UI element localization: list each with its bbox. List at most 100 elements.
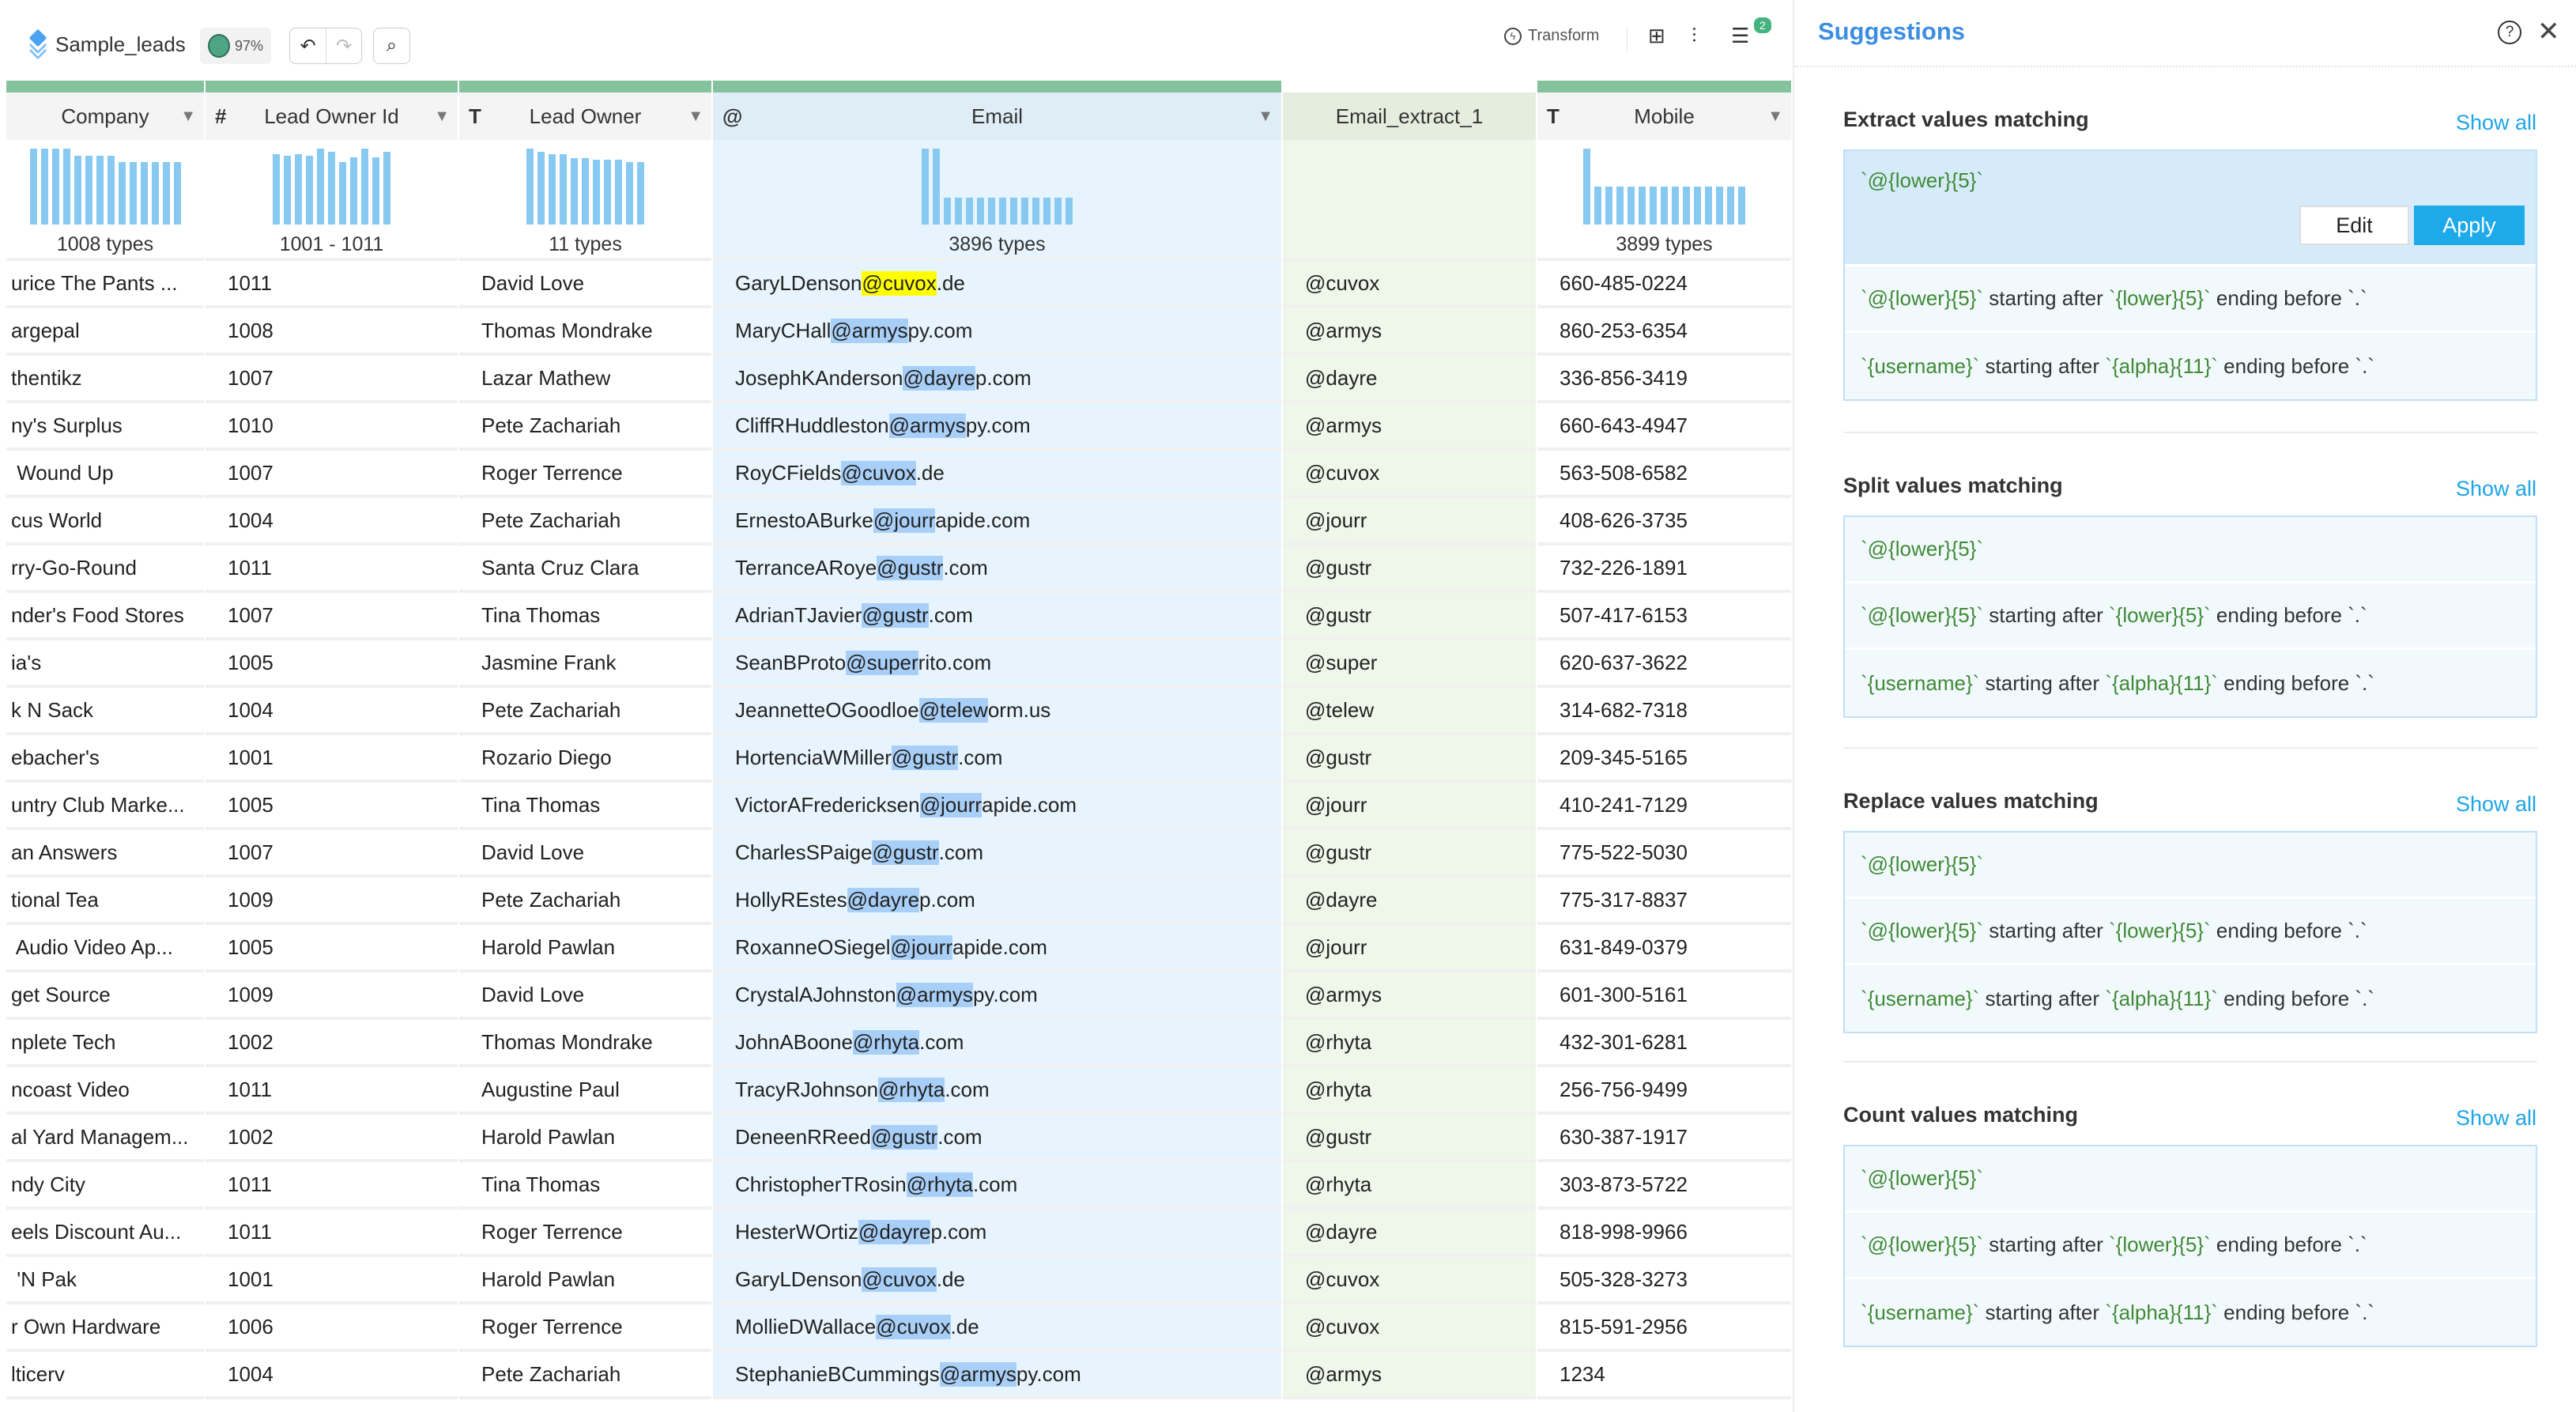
table-cell[interactable]: Tina Thomas [459, 783, 711, 830]
table-cell[interactable]: 256-756-9499 [1537, 1067, 1791, 1115]
suggestion-item[interactable]: `{username}` starting after `{alpha}{11}… [1845, 965, 2536, 1032]
table-cell[interactable]: Thomas Mondrake [459, 1020, 711, 1067]
table-cell[interactable]: 1007 [206, 593, 458, 640]
table-cell[interactable]: 1001 [206, 1257, 458, 1304]
table-cell[interactable]: urice The Pants ... [6, 261, 204, 308]
column-header[interactable]: Email_extract_1 [1283, 92, 1536, 140]
table-cell[interactable]: @gustr [1283, 593, 1536, 640]
table-cell[interactable]: @telew [1283, 688, 1536, 735]
table-cell[interactable]: CliffRHuddleston @armys py.com [713, 403, 1281, 451]
redo-button[interactable]: ↷ [326, 28, 361, 63]
histogram-bar[interactable] [306, 155, 313, 225]
histogram-bar[interactable] [1054, 198, 1062, 225]
histogram-bar[interactable] [922, 149, 929, 225]
table-cell[interactable]: Thomas Mondrake [459, 308, 711, 356]
table-cell[interactable]: ErnestoABurke @jourr apide.com [713, 498, 1281, 546]
table-cell[interactable]: 563-508-6582 [1537, 451, 1791, 498]
chevron-down-icon[interactable]: ▼ [434, 107, 450, 125]
histogram-bar[interactable] [1032, 198, 1039, 225]
histogram-bar[interactable] [1594, 187, 1601, 225]
table-cell[interactable]: ndy City [6, 1162, 204, 1210]
table-cell[interactable]: ChristopherTRosin @rhyta .com [713, 1162, 1281, 1210]
histogram-bar[interactable] [977, 198, 984, 225]
table-cell[interactable]: DeneenRReed @gustr .com [713, 1115, 1281, 1162]
histogram-bar[interactable] [955, 198, 962, 225]
histogram-bar[interactable] [604, 160, 611, 225]
histogram-bar[interactable] [140, 162, 148, 225]
table-cell[interactable]: untry Club Marke... [6, 783, 204, 830]
table-cell[interactable]: 1004 [206, 498, 458, 546]
histogram-bar[interactable] [1705, 187, 1712, 225]
table-cell[interactable]: 1008 [206, 308, 458, 356]
table-cell[interactable]: @cuvox [1283, 451, 1536, 498]
table-cell[interactable]: 1009 [206, 878, 458, 925]
table-cell[interactable]: VictorAFredericksen @jourr apide.com [713, 783, 1281, 830]
table-cell[interactable]: 209-345-5165 [1537, 735, 1791, 783]
histogram-bar[interactable] [40, 149, 48, 225]
table-cell[interactable]: @gustr [1283, 546, 1536, 593]
table-cell[interactable]: eels Discount Au... [6, 1210, 204, 1257]
table-cell[interactable]: lticerv [6, 1352, 204, 1399]
histogram-bar[interactable] [560, 153, 567, 225]
chevron-down-icon[interactable]: ▼ [180, 107, 196, 125]
table-cell[interactable]: Pete Zachariah [459, 688, 711, 735]
table-cell[interactable]: 1011 [206, 1162, 458, 1210]
table-cell[interactable]: David Love [459, 830, 711, 878]
table-cell[interactable]: StephanieBCummings @armys py.com [713, 1352, 1281, 1399]
table-cell[interactable]: Audio Video Ap... [6, 925, 204, 972]
transform-button[interactable]: ϟ Transform [1504, 27, 1599, 45]
table-cell[interactable]: @armys [1283, 403, 1536, 451]
table-cell[interactable]: 408-626-3735 [1537, 498, 1791, 546]
histogram-bar[interactable] [1616, 187, 1624, 225]
histogram-bar[interactable] [1583, 149, 1590, 225]
histogram-bar[interactable] [1738, 187, 1745, 225]
edit-button[interactable]: Edit [2299, 206, 2409, 245]
histogram-bar[interactable] [988, 198, 995, 225]
table-cell[interactable]: @dayre [1283, 878, 1536, 925]
table-cell[interactable]: thentikz [6, 356, 204, 403]
table-cell[interactable]: @dayre [1283, 1210, 1536, 1257]
table-cell[interactable]: 1009 [206, 972, 458, 1020]
table-cell[interactable]: 775-522-5030 [1537, 830, 1791, 878]
table-cell[interactable]: @armys [1283, 1352, 1536, 1399]
table-cell[interactable]: 303-873-5722 [1537, 1162, 1791, 1210]
table-cell[interactable]: 1006 [206, 1304, 458, 1352]
table-cell[interactable]: 505-328-3273 [1537, 1257, 1791, 1304]
histogram-bar[interactable] [85, 155, 92, 225]
table-cell[interactable]: ny's Surplus [6, 403, 204, 451]
table-cell[interactable]: SeanBProto @super rito.com [713, 640, 1281, 688]
suggestion-item[interactable]: `{username}` starting after `{alpha}{11}… [1845, 650, 2536, 716]
table-cell[interactable]: @jourr [1283, 925, 1536, 972]
table-cell[interactable]: Roger Terrence [459, 1210, 711, 1257]
table-cell[interactable]: Pete Zachariah [459, 878, 711, 925]
table-cell[interactable]: @rhyta [1283, 1020, 1536, 1067]
table-cell[interactable]: 620-637-3622 [1537, 640, 1791, 688]
histogram-bar[interactable] [615, 160, 622, 225]
table-cell[interactable]: Harold Pawlan [459, 925, 711, 972]
table-cell[interactable]: Tina Thomas [459, 593, 711, 640]
histogram-bar[interactable] [1661, 187, 1668, 225]
table-cell[interactable]: JosephKAnderson @dayre p.com [713, 356, 1281, 403]
histogram-bar[interactable] [162, 162, 170, 225]
table-cell[interactable]: @dayre [1283, 356, 1536, 403]
column-header[interactable]: # Lead Owner Id ▼ [206, 92, 458, 140]
table-cell[interactable]: 732-226-1891 [1537, 546, 1791, 593]
show-all-link[interactable]: Show all [2455, 477, 2536, 500]
table-cell[interactable]: cus World [6, 498, 204, 546]
table-cell[interactable]: @gustr [1283, 1115, 1536, 1162]
histogram-bar[interactable] [173, 162, 181, 225]
table-cell[interactable]: 660-643-4947 [1537, 403, 1791, 451]
histogram-bar[interactable] [62, 149, 70, 225]
table-cell[interactable]: @gustr [1283, 735, 1536, 783]
histogram-bar[interactable] [1605, 187, 1612, 225]
suggestion-item[interactable]: `@{lower}{5}` starting after `{lower}{5}… [1845, 266, 2536, 333]
table-cell[interactable]: @cuvox [1283, 261, 1536, 308]
table-cell[interactable]: 507-417-6153 [1537, 593, 1791, 640]
histogram-bar[interactable] [74, 155, 81, 225]
table-cell[interactable]: 815-591-2956 [1537, 1304, 1791, 1352]
histogram-bar[interactable] [96, 155, 104, 225]
table-cell[interactable]: AdrianTJavier @gustr .com [713, 593, 1281, 640]
table-cell[interactable]: RoxanneOSiegel @jourr apide.com [713, 925, 1281, 972]
table-cell[interactable]: an Answers [6, 830, 204, 878]
table-cell[interactable]: @rhyta [1283, 1067, 1536, 1115]
